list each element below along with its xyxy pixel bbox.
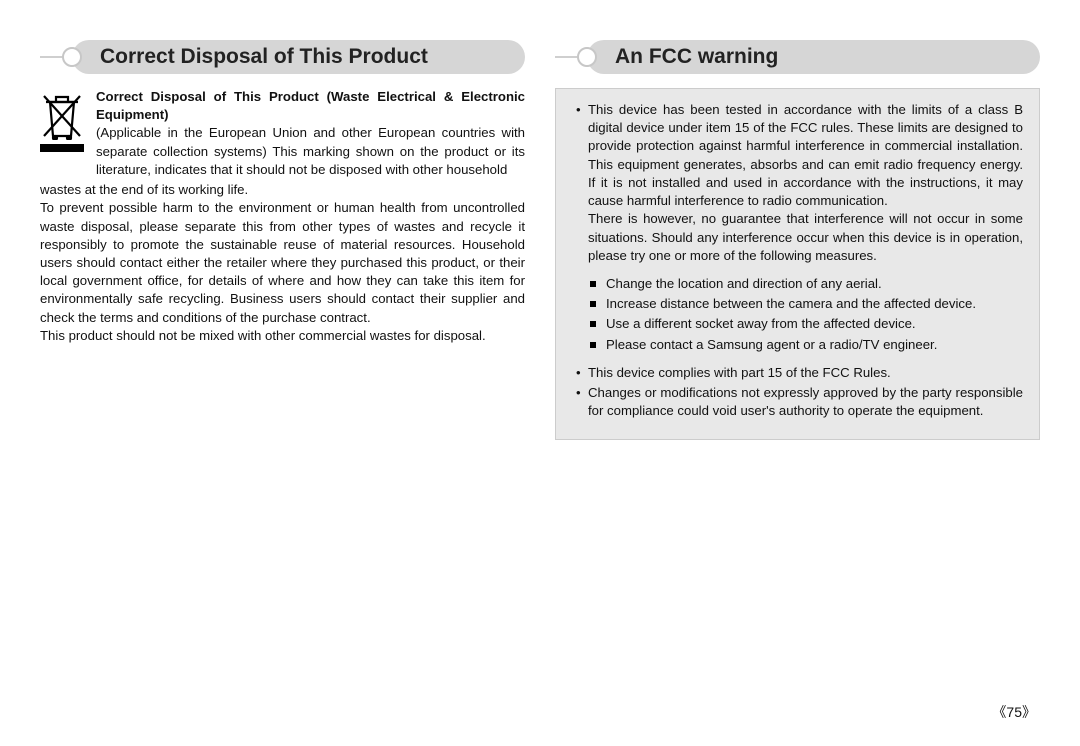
right-column: An FCC warning This device has been test… [555, 40, 1040, 440]
fcc-bullet-1: This device has been tested in accordanc… [572, 101, 1023, 265]
disposal-bold-heading: Correct Disposal of This Product (Waste … [96, 88, 525, 124]
fcc-measure-item: Increase distance between the camera and… [588, 295, 1023, 313]
title-circle-icon [62, 47, 82, 67]
disposal-para-float: (Applicable in the European Union and ot… [96, 124, 525, 179]
fcc-warning-box: This device has been tested in accordanc… [555, 88, 1040, 440]
disposal-header-row: Correct Disposal of This Product (Waste … [40, 88, 525, 179]
right-title-text: An FCC warning [615, 40, 778, 74]
left-column: Correct Disposal of This Product [40, 40, 525, 440]
disposal-header-text: Correct Disposal of This Product (Waste … [96, 88, 525, 179]
fcc-bullet-1b-text: There is however, no guarantee that inte… [588, 211, 1023, 262]
weee-bin-icon [40, 88, 84, 179]
fcc-bullet-2: This device complies with part 15 of the… [572, 364, 1023, 382]
page-number: 《75》 [992, 702, 1036, 722]
weee-bar-icon [40, 144, 84, 152]
fcc-measure-item: Please contact a Samsung agent or a radi… [588, 336, 1023, 354]
disposal-text-block: Correct Disposal of This Product (Waste … [40, 88, 525, 345]
left-title-text: Correct Disposal of This Product [100, 40, 428, 74]
page-content: Correct Disposal of This Product [0, 0, 1080, 440]
disposal-para3: This product should not be mixed with ot… [40, 327, 525, 345]
fcc-measure-item: Change the location and direction of any… [588, 275, 1023, 293]
fcc-measure-item: Use a different socket away from the aff… [588, 315, 1023, 333]
disposal-para-rest: wastes at the end of its working life. [40, 181, 525, 199]
fcc-bullet-3: Changes or modifications not expressly a… [572, 384, 1023, 420]
fcc-bullet-1a-text: This device has been tested in accordanc… [588, 102, 1023, 208]
disposal-para2: To prevent possible harm to the environm… [40, 199, 525, 327]
title-circle-icon [577, 47, 597, 67]
left-title-bar: Correct Disposal of This Product [40, 40, 525, 74]
right-title-bar: An FCC warning [555, 40, 1040, 74]
fcc-measures-list: Change the location and direction of any… [572, 275, 1023, 354]
